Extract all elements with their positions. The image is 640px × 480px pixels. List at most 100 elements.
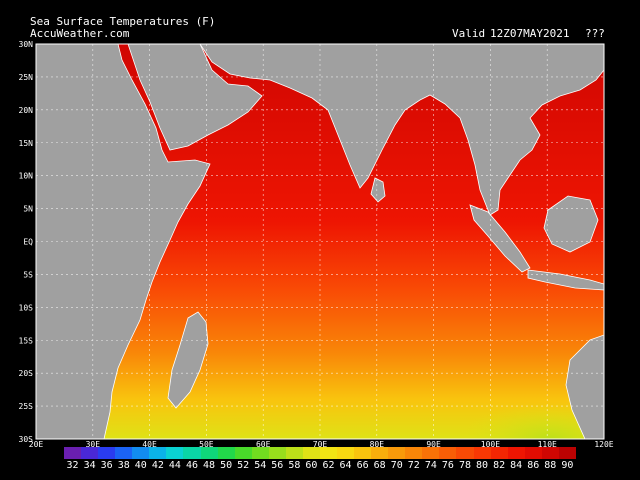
legend-swatch <box>115 447 133 459</box>
legend-swatch <box>251 447 269 459</box>
legend-swatch <box>473 447 491 459</box>
legend-swatch <box>302 447 320 459</box>
legend-value: 36 <box>100 460 113 471</box>
legend-value: 34 <box>83 460 96 471</box>
lon-label: 20E <box>29 440 44 449</box>
legend-value: 48 <box>203 460 216 471</box>
legend-value: 90 <box>561 460 574 471</box>
lat-label: 30S <box>19 435 34 444</box>
legend-swatch <box>456 447 474 459</box>
lat-label: 30N <box>19 40 34 49</box>
lon-label: 40E <box>142 440 157 449</box>
lat-label: 10S <box>19 303 34 312</box>
lon-label: 50E <box>199 440 214 449</box>
legend-value: 58 <box>288 460 301 471</box>
legend-value: 44 <box>168 460 181 471</box>
map-title: Sea Surface Temperatures (F) <box>30 15 216 28</box>
legend-swatch <box>337 447 355 459</box>
legend-value: 80 <box>476 460 489 471</box>
legend-value: 68 <box>373 460 386 471</box>
legend-swatch <box>149 447 167 459</box>
legend-swatch <box>371 447 389 459</box>
lat-label: 10N <box>19 172 34 181</box>
legend-swatch <box>541 447 559 459</box>
temperature-legend-labels: 32 34 36 38 40 42 44 46 48 50 52 54 56 58 60 62 64 66 68 70… <box>64 460 576 472</box>
legend-swatch <box>81 447 99 459</box>
legend-value: 78 <box>458 460 471 471</box>
graticule <box>36 44 604 439</box>
lat-label: 5S <box>23 270 33 279</box>
sri-lanka-island <box>370 177 386 203</box>
legend-value: 40 <box>134 460 147 471</box>
sumatra-island <box>469 204 531 273</box>
australia-landmass <box>565 334 604 439</box>
legend-swatch <box>388 447 406 459</box>
legend-value: 86 <box>527 460 540 471</box>
legend-swatch <box>558 447 576 459</box>
cool-water-patch <box>300 320 604 439</box>
legend-value: 52 <box>237 460 250 471</box>
legend-value: 42 <box>151 460 164 471</box>
legend-value: 32 <box>66 460 79 471</box>
lat-label: 15N <box>19 139 34 148</box>
legend-swatch <box>64 447 82 459</box>
legend-swatch <box>234 447 252 459</box>
legend-swatch <box>524 447 542 459</box>
valid-time: 12Z07MAY2021 <box>490 27 570 40</box>
lat-label: 25N <box>19 73 34 82</box>
legend-swatch <box>217 447 235 459</box>
legend-swatch <box>98 447 116 459</box>
legend-value: 82 <box>493 460 506 471</box>
madagascar-island <box>167 311 209 409</box>
legend-swatch <box>405 447 423 459</box>
lon-label: 30E <box>86 440 101 449</box>
legend-value: 70 <box>390 460 403 471</box>
valid-label: Valid <box>452 27 486 40</box>
legend-swatch <box>354 447 372 459</box>
temperature-legend <box>64 447 576 459</box>
lon-label: 80E <box>370 440 385 449</box>
lon-label: 120E <box>594 440 613 449</box>
legend-value: 76 <box>441 460 454 471</box>
borneo-island <box>543 195 599 253</box>
lat-label: 20N <box>19 106 34 115</box>
lon-label: 100E <box>481 440 500 449</box>
legend-swatch <box>183 447 201 459</box>
legend-value: 56 <box>271 460 284 471</box>
asia-landmass <box>199 44 604 216</box>
legend-value: 50 <box>220 460 233 471</box>
legend-value: 62 <box>322 460 335 471</box>
arabia-landmass <box>127 44 263 151</box>
legend-swatch <box>285 447 303 459</box>
legend-value: 72 <box>407 460 420 471</box>
legend-swatch <box>422 447 440 459</box>
lon-label: 90E <box>426 440 441 449</box>
lat-label: EQ <box>23 238 33 247</box>
legend-value: 46 <box>185 460 198 471</box>
legend-swatch <box>200 447 218 459</box>
lat-label: 15S <box>19 336 34 345</box>
legend-value: 54 <box>254 460 267 471</box>
lat-label: 20S <box>19 369 34 378</box>
legend-value: 60 <box>305 460 318 471</box>
legend-swatch <box>507 447 525 459</box>
lon-label: 110E <box>538 440 557 449</box>
lat-label: 5N <box>23 205 33 214</box>
lat-label: 25S <box>19 402 34 411</box>
legend-value: 66 <box>356 460 369 471</box>
legend-swatch <box>439 447 457 459</box>
legend-swatch <box>166 447 184 459</box>
status-flag: ??? <box>585 27 605 40</box>
legend-value: 64 <box>339 460 352 471</box>
legend-value: 38 <box>117 460 130 471</box>
source-label: AccuWeather.com <box>30 27 130 40</box>
map-frame <box>35 43 605 440</box>
legend-swatch <box>490 447 508 459</box>
legend-swatch <box>268 447 286 459</box>
legend-value: 84 <box>510 460 523 471</box>
legend-value: 74 <box>424 460 437 471</box>
legend-value: 88 <box>544 460 557 471</box>
legend-swatch <box>319 447 337 459</box>
